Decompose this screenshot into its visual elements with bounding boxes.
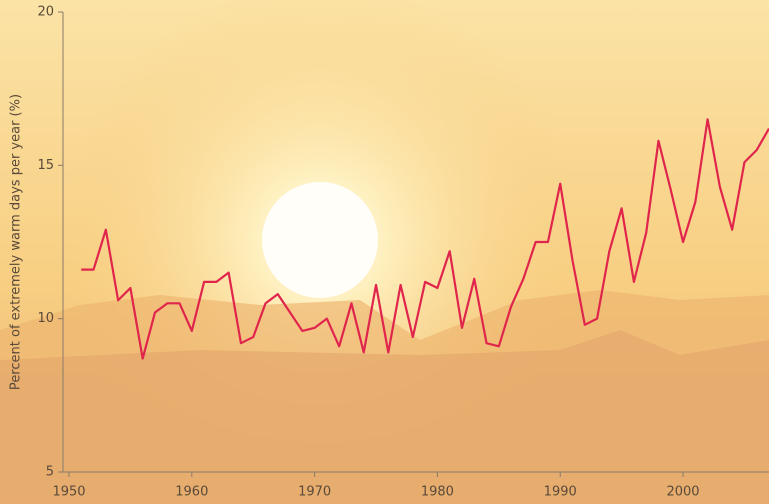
y-tick-label: 10 xyxy=(37,311,54,326)
x-tick-label: 1960 xyxy=(175,485,208,500)
data-line xyxy=(81,118,769,360)
y-tick-label: 20 xyxy=(37,5,54,20)
hills xyxy=(0,330,769,504)
x-tick-label: 1990 xyxy=(544,485,577,500)
y-tick-label: 15 xyxy=(37,158,54,173)
x-tick-label: 1950 xyxy=(52,485,85,500)
x-tick-label: 1980 xyxy=(421,485,454,500)
sun xyxy=(262,182,378,298)
y-tick-label: 5 xyxy=(46,465,54,480)
x-tick-label: 1970 xyxy=(298,485,331,500)
x-tick-label: 2000 xyxy=(666,485,699,500)
y-axis-label: Percent of extremely warm days per year … xyxy=(9,94,24,390)
